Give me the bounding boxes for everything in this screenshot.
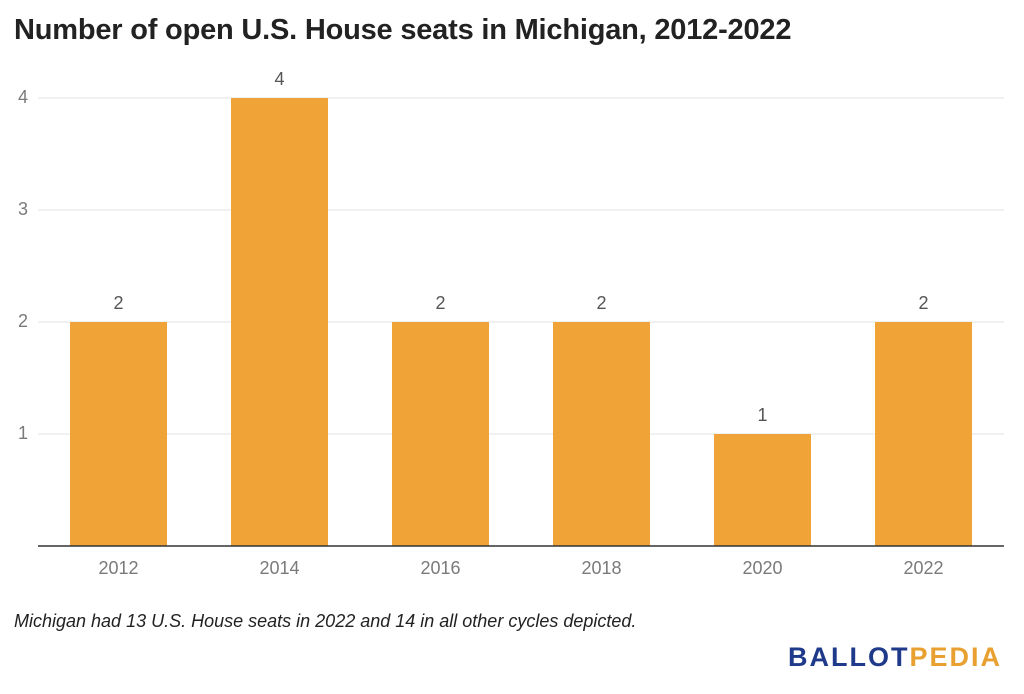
x-tick-label-2018: 2018 <box>581 558 621 578</box>
bar-chart: 1 2 3 4 2 4 2 2 1 2 2012 2014 2016 2018 2020 2022 <box>18 69 1004 578</box>
data-label-2022: 2 <box>918 293 928 313</box>
y-tick-label-3: 3 <box>18 199 28 219</box>
x-tick-label-2022: 2022 <box>903 558 943 578</box>
data-label-2014: 4 <box>274 69 284 89</box>
footnote: Michigan had 13 U.S. House seats in 2022… <box>14 611 637 631</box>
x-tick-label-2014: 2014 <box>259 558 299 578</box>
x-tick-label-2012: 2012 <box>98 558 138 578</box>
bar-2020 <box>714 434 811 546</box>
bar-2012 <box>70 322 167 546</box>
x-tick-label-2020: 2020 <box>742 558 782 578</box>
data-label-2020: 1 <box>757 405 767 425</box>
data-label-2012: 2 <box>113 293 123 313</box>
y-tick-label-2: 2 <box>18 311 28 331</box>
bar-2016 <box>392 322 489 546</box>
data-label-2016: 2 <box>435 293 445 313</box>
logo-part-ballot: BALLOT <box>787 642 910 672</box>
bar-2018 <box>553 322 650 546</box>
grid-lines <box>38 97 1004 435</box>
bar-2022 <box>875 322 972 546</box>
y-tick-label-1: 1 <box>18 423 28 443</box>
chart-title: Number of open U.S. House seats in Michi… <box>14 14 792 46</box>
bar-2014 <box>231 98 328 546</box>
y-axis-ticks: 1 2 3 4 <box>18 87 28 443</box>
x-axis-ticks: 2012 2014 2016 2018 2020 2022 <box>98 558 943 578</box>
x-tick-label-2016: 2016 <box>420 558 460 578</box>
ballotpedia-logo: BALLOTPEDIA <box>788 642 1002 673</box>
y-tick-label-4: 4 <box>18 87 28 107</box>
logo-part-pedia: PEDIA <box>909 642 1002 672</box>
bars <box>70 98 972 546</box>
data-labels: 2 4 2 2 1 2 <box>113 69 928 425</box>
data-label-2018: 2 <box>596 293 606 313</box>
